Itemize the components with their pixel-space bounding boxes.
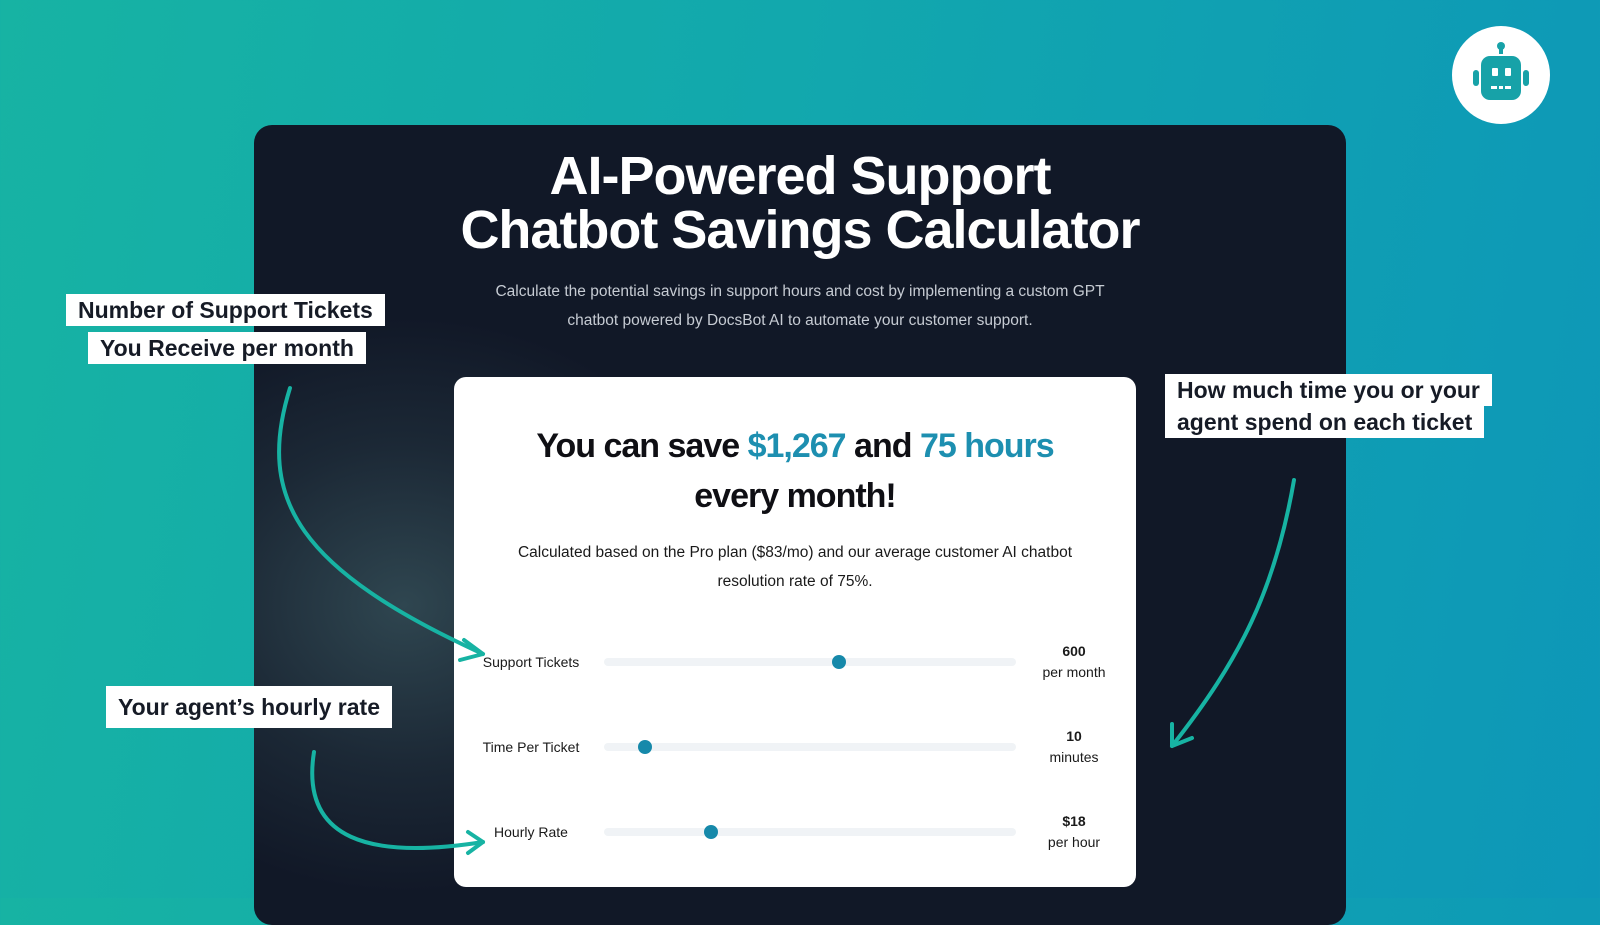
slider-value-unit: per month — [1042, 664, 1106, 680]
time-per-ticket-slider[interactable] — [604, 740, 1016, 754]
slider-thumb[interactable] — [638, 740, 653, 754]
page-title: AI-Powered Support Chatbot Savings Calcu… — [254, 149, 1346, 257]
slider-value-unit: per hour — [1047, 834, 1101, 850]
slider-label: Support Tickets — [482, 653, 580, 670]
callout-rate: Your agent’s hourly rate — [106, 686, 392, 728]
page-subtitle-line1: Calculate the potential savings in suppo… — [495, 283, 1105, 300]
slider-row-time-per-ticket: Time Per Ticket 10 minutes — [454, 717, 1136, 777]
slider-value-number: $18 — [1062, 813, 1086, 829]
savings-description-line1: Calculated based on the Pro plan ($83/mo… — [517, 544, 1073, 561]
headline-prefix: You can save — [536, 427, 748, 465]
savings-amount: $1,267 — [747, 427, 847, 465]
slider-thumb[interactable] — [704, 825, 719, 839]
savings-description: Calculated based on the Pro plan ($83/mo… — [494, 538, 1096, 596]
arrow-to-time-per-ticket — [1170, 478, 1296, 748]
savings-card: You can save $1,267 and 75 hours every m… — [454, 377, 1136, 887]
savings-headline: You can save $1,267 and 75 hours every m… — [454, 421, 1136, 521]
headline-and: and — [845, 427, 920, 465]
arrow-to-hourly-rate — [310, 750, 485, 851]
docsbot-logo — [1452, 26, 1550, 124]
arrow-head-support-tickets — [458, 638, 485, 662]
page-title-line1: AI-Powered Support — [549, 146, 1051, 206]
slider-thumb[interactable] — [831, 655, 846, 669]
slider-label: Hourly Rate — [494, 823, 568, 840]
annotation-arrows — [277, 386, 1296, 855]
slider-label: Time Per Ticket — [482, 738, 580, 755]
page-subtitle: Calculate the potential savings in suppo… — [454, 277, 1146, 335]
savings-description-line2: resolution rate of 75%. — [717, 573, 873, 590]
savings-hours: 75 hours — [919, 427, 1055, 465]
slider-value-number: 600 — [1062, 643, 1086, 659]
hourly-rate-slider[interactable] — [604, 825, 1016, 839]
page-title-line2: Chatbot Savings Calculator — [460, 200, 1140, 260]
slider-row-hourly-rate: Hourly Rate $18 per hour — [454, 802, 1136, 862]
slider-value-unit: minutes — [1049, 749, 1099, 765]
slider-value: $18 per hour — [1020, 802, 1128, 862]
support-tickets-slider[interactable] — [604, 655, 1016, 669]
slider-row-support-tickets: Support Tickets 600 per month — [454, 632, 1136, 692]
slider-value: 600 per month — [1020, 632, 1128, 692]
arrow-head-hourly-rate — [466, 830, 485, 855]
arrow-to-support-tickets — [277, 386, 485, 656]
page-subtitle-line2: chatbot powered by DocsBot AI to automat… — [567, 312, 1033, 329]
slider-value: 10 minutes — [1020, 717, 1128, 777]
callout-tickets-line2: You Receive per month — [88, 332, 366, 364]
callout-time-line1: How much time you or your — [1165, 374, 1492, 406]
arrow-head-time-per-ticket — [1170, 722, 1194, 748]
callout-time-line2: agent spend on each ticket — [1165, 406, 1485, 438]
robot-icon — [1473, 42, 1529, 100]
headline-suffix: every month! — [694, 477, 897, 515]
slider-value-number: 10 — [1066, 728, 1082, 744]
callout-tickets-line1: Number of Support Tickets — [66, 294, 385, 326]
